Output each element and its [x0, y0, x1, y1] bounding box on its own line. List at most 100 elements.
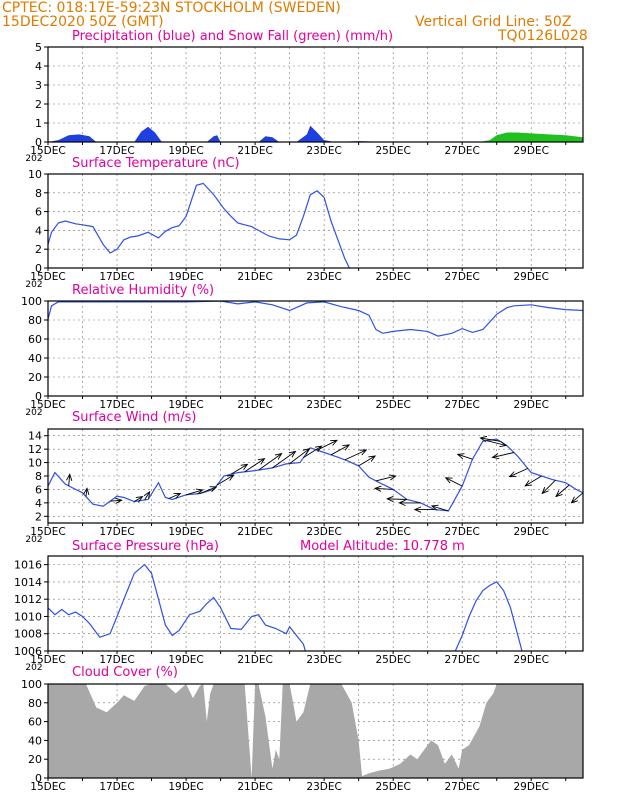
wind-arrow	[432, 506, 449, 512]
cloud-ytick-label: 100	[21, 678, 42, 691]
wind-arrow	[480, 438, 501, 441]
pres-xtick-label: 23DEC	[306, 654, 341, 666]
precip-xtick-label: 29DEC	[514, 145, 549, 157]
wind-arrow	[510, 467, 528, 476]
precip-frame	[47, 46, 584, 143]
temp-xtick-label: 21DEC	[237, 271, 272, 283]
precip-ytick-label: 2	[35, 98, 42, 111]
rh-ytick-label: 0	[35, 390, 42, 403]
wind-arrow	[458, 454, 473, 460]
wind-arrow	[387, 499, 408, 500]
header-date: 15DEC2020 50Z (GMT)	[2, 14, 164, 30]
wind-arrow	[330, 445, 349, 456]
wind-arrow	[542, 479, 556, 493]
wind-ytick-label: 10	[28, 457, 42, 470]
wind-arrow	[86, 488, 87, 497]
cloud-ytick-label: 40	[28, 734, 42, 747]
wind-arrow	[110, 500, 122, 501]
wind-year-stub: 202	[25, 535, 42, 545]
wind-arrow	[358, 456, 376, 467]
rh-ytick-label: 100	[21, 295, 42, 308]
pres-ytick-label: 1006	[14, 645, 42, 658]
pres-frame	[47, 555, 584, 652]
pres-ytick-label: 1012	[14, 593, 42, 606]
precip-xtick-label: 25DEC	[375, 145, 410, 157]
wind-ytick-label: 8	[35, 470, 42, 483]
cloud-ytick-label: 0	[35, 772, 42, 785]
pres-ytick-label: 1008	[14, 628, 42, 641]
pres-xtick-label: 19DEC	[168, 654, 203, 666]
temp-ytick-label: 8	[35, 187, 42, 200]
cloud-ytick-label: 20	[28, 753, 42, 766]
cloud-ytick-label: 60	[28, 716, 42, 729]
cloud-cover-area	[48, 684, 583, 778]
precip-xtick-label: 17DEC	[99, 145, 134, 157]
rh-xtick-label: 15DEC	[30, 399, 65, 411]
wind-arrow	[375, 488, 394, 489]
header-station: CPTEC: 018:17E-59:23N STOCKHOLM (SWEDEN)	[2, 0, 341, 16]
wind-arrow	[446, 478, 463, 487]
cloud-xtick-label: 27DEC	[444, 781, 479, 793]
wind-arrow	[145, 492, 150, 501]
temp-ytick-label: 4	[35, 224, 42, 237]
rh-xtick-label: 29DEC	[514, 399, 549, 411]
rh-xtick-label: 17DEC	[99, 399, 134, 411]
rh-year-stub: 202	[25, 408, 42, 418]
pres-xtick-label: 27DEC	[444, 654, 479, 666]
header-grid-line: Vertical Grid Line: 50Z	[415, 14, 572, 30]
precip-ytick-label: 4	[35, 60, 42, 73]
wind-ytick-label: 14	[28, 430, 42, 443]
precip-ytick-label: 0	[35, 136, 42, 149]
temp-ytick-label: 10	[28, 168, 42, 181]
wind-arrow	[572, 492, 583, 503]
temp-title: Surface Temperature (nC)	[72, 156, 240, 171]
precip-ytick-label: 5	[35, 41, 42, 54]
cloud-ytick-label: 80	[28, 697, 42, 710]
temp-xtick-label: 27DEC	[444, 271, 479, 283]
snowfall-area	[48, 132, 583, 142]
precip-ytick-label: 1	[35, 117, 42, 130]
pres-year-stub: 202	[25, 663, 42, 673]
precip-xtick-label: 27DEC	[444, 145, 479, 157]
wind-arrow	[216, 475, 234, 486]
wind-arrow	[486, 440, 506, 446]
wind-xtick-label: 15DEC	[30, 526, 65, 538]
rh-title: Relative Humidity (%)	[72, 283, 215, 298]
wind-ytick-label: 12	[28, 443, 42, 456]
wind-arrow	[230, 464, 248, 475]
temp-xtick-label: 15DEC	[30, 271, 65, 283]
wind-xtick-label: 23DEC	[306, 526, 341, 538]
wind-arrow	[69, 474, 70, 486]
pres-series-line-1	[454, 581, 523, 651]
wind-ytick-label: 6	[35, 483, 42, 496]
rh-ytick-label: 80	[28, 314, 42, 327]
temp-xtick-label: 17DEC	[99, 271, 134, 283]
pres-xtick-label: 21DEC	[237, 654, 272, 666]
pres-subtitle: Model Altitude: 10.778 m	[300, 539, 465, 554]
pres-xtick-label: 17DEC	[99, 654, 134, 666]
rh-ytick-label: 40	[28, 352, 42, 365]
pres-ytick-label: 1010	[14, 610, 42, 623]
rh-xtick-label: 23DEC	[306, 399, 341, 411]
temp-year-stub: 202	[25, 280, 42, 290]
cloud-xtick-label: 25DEC	[375, 781, 410, 793]
cloud-xtick-label: 15DEC	[30, 781, 65, 793]
rh-ytick-label: 60	[28, 333, 42, 346]
pres-xtick-label: 29DEC	[514, 654, 549, 666]
wind-xtick-label: 27DEC	[444, 526, 479, 538]
wind-xtick-label: 19DEC	[168, 526, 203, 538]
wind-arrow	[493, 452, 515, 458]
temp-series-line-0	[48, 182, 351, 268]
cloud-frame	[47, 683, 584, 779]
precip-ytick-label: 3	[35, 79, 42, 92]
wind-arrow	[168, 494, 181, 499]
wind-arrow	[185, 490, 203, 496]
precipitation-area	[48, 125, 583, 142]
rh-xtick-label: 27DEC	[444, 399, 479, 411]
cloud-xtick-label: 17DEC	[99, 781, 134, 793]
cloud-xtick-label: 21DEC	[237, 781, 272, 793]
precip-xtick-label: 21DEC	[237, 145, 272, 157]
cloud-xtick-label: 29DEC	[514, 781, 549, 793]
wind-xtick-label: 17DEC	[99, 526, 134, 538]
